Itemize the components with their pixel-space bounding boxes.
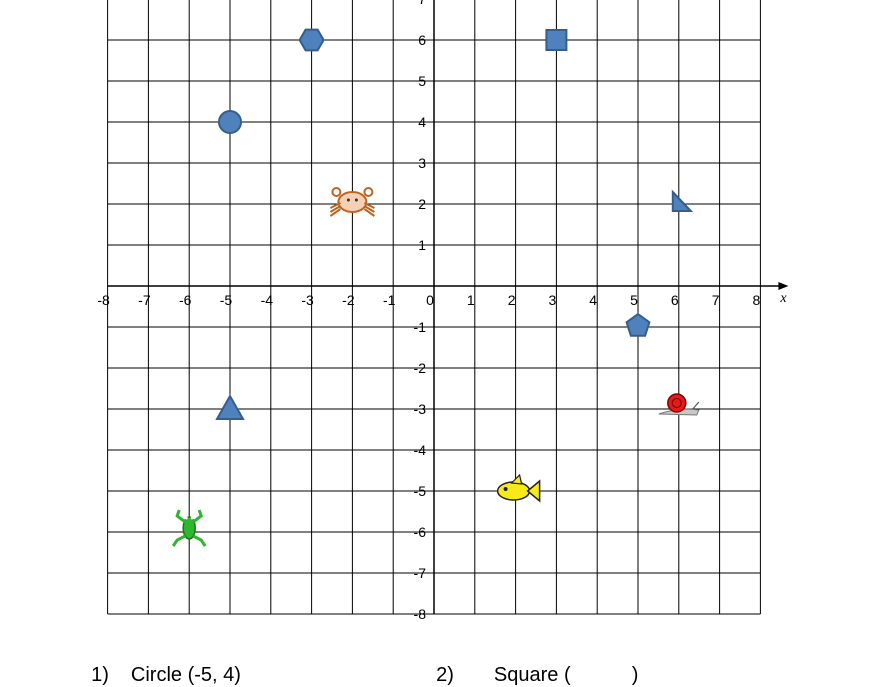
question-1-text: Circle (-5, 4) (130, 664, 241, 686)
y-tick-label: 1 (418, 237, 426, 253)
right-triangle-shape (671, 189, 694, 212)
axes (107, 0, 789, 614)
y-tick-label: -4 (414, 442, 427, 458)
x-tick-label: 6 (671, 292, 679, 308)
question-1-number: 1) (91, 664, 109, 686)
y-tick-label: 4 (418, 114, 426, 130)
x-tick-label: 1 (467, 292, 475, 308)
question-2-text: Square ( ) (493, 664, 639, 686)
x-tick-label: -7 (138, 292, 151, 308)
circle-shape (218, 110, 242, 134)
y-tick-label: -1 (414, 319, 427, 335)
x-tick-label: -8 (97, 292, 110, 308)
x-tick-label: -4 (261, 292, 274, 308)
plotted-objects (171, 28, 700, 547)
x-axis-name: x (779, 291, 787, 306)
tick-labels: -8 -7 -6 -5 -4 -3 -2 -1 0 1 2 3 4 5 6 7 8 x 7 6 5 4 3 2 1 -1 -2 -3 -… (97, 0, 787, 622)
fish-icon (496, 473, 541, 503)
y-tick-label: -6 (414, 524, 427, 540)
frog-icon (171, 509, 207, 547)
x-tick-label: 2 (508, 292, 516, 308)
x-tick-label: -5 (220, 292, 233, 308)
y-tick-label: -7 (414, 565, 427, 581)
question-2: 2) Square ( ) (425, 641, 638, 687)
x-axis-arrow (778, 282, 789, 290)
x-tick-label: 3 (549, 292, 557, 308)
x-tick-label: 4 (589, 292, 597, 308)
square-shape (545, 29, 568, 51)
y-tick-label: -3 (414, 401, 427, 417)
x-tick-label: -1 (383, 292, 396, 308)
x-tick-label: 5 (630, 292, 638, 308)
pentagon-shape (625, 312, 651, 337)
triangle-shape (215, 393, 245, 420)
question-2-number: 2) (436, 664, 454, 686)
y-tick-label: 2 (418, 196, 426, 212)
y-tick-label: -5 (414, 483, 427, 499)
x-tick-label: 8 (753, 292, 761, 308)
y-tick-label: 3 (418, 155, 426, 171)
y-tick-label: 5 (418, 73, 426, 89)
snail-icon (658, 393, 700, 416)
x-tick-label: 0 (426, 292, 434, 308)
x-tick-label: 7 (712, 292, 720, 308)
y-tick-label: 6 (418, 32, 426, 48)
y-tick-label: -2 (414, 360, 427, 376)
x-tick-label: -3 (301, 292, 314, 308)
coordinate-plane: -8 -7 -6 -5 -4 -3 -2 -1 0 1 2 3 4 5 6 7 8 x 7 6 5 4 3 2 1 -1 -2 -3 -… (97, 0, 789, 622)
y-tick-label: -8 (414, 606, 427, 622)
question-1: 1) Circle (-5, 4) (80, 641, 241, 687)
crab-icon (329, 187, 375, 217)
hexagon-shape (298, 28, 325, 52)
y-tick-label: 7 (418, 0, 426, 7)
x-tick-label: -6 (179, 292, 192, 308)
x-tick-label: -2 (342, 292, 355, 308)
